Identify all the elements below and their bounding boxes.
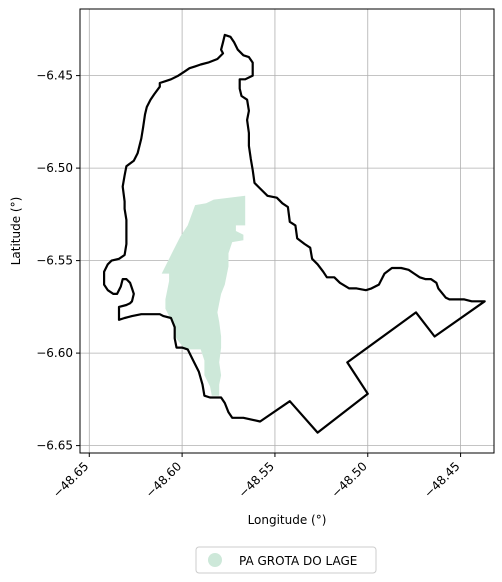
legend-frame: [195, 546, 377, 574]
y-axis-ticks: −6.45 −6.50 −6.55 −6.60 −6.65: [36, 69, 80, 453]
pa-grota-do-lage-area: [161, 195, 246, 396]
y-tick-label: −6.60: [36, 346, 73, 360]
legend: PA GROTA DO LAGE: [195, 546, 377, 574]
y-tick-label: −6.55: [36, 254, 73, 268]
legend-label: PA GROTA DO LAGE: [239, 554, 357, 568]
y-tick-label: −6.65: [36, 439, 73, 453]
y-axis-label: Latitude (°): [9, 197, 23, 266]
x-axis-label: Longitude (°): [248, 513, 327, 527]
y-tick-label: −6.50: [36, 161, 73, 175]
y-tick-label: −6.45: [36, 69, 73, 83]
x-gridlines: [88, 9, 461, 453]
y-gridlines: [80, 75, 494, 447]
plot-frame: [79, 8, 495, 454]
municipality-boundary-line: [103, 33, 486, 434]
legend-marker-icon: [208, 553, 222, 567]
